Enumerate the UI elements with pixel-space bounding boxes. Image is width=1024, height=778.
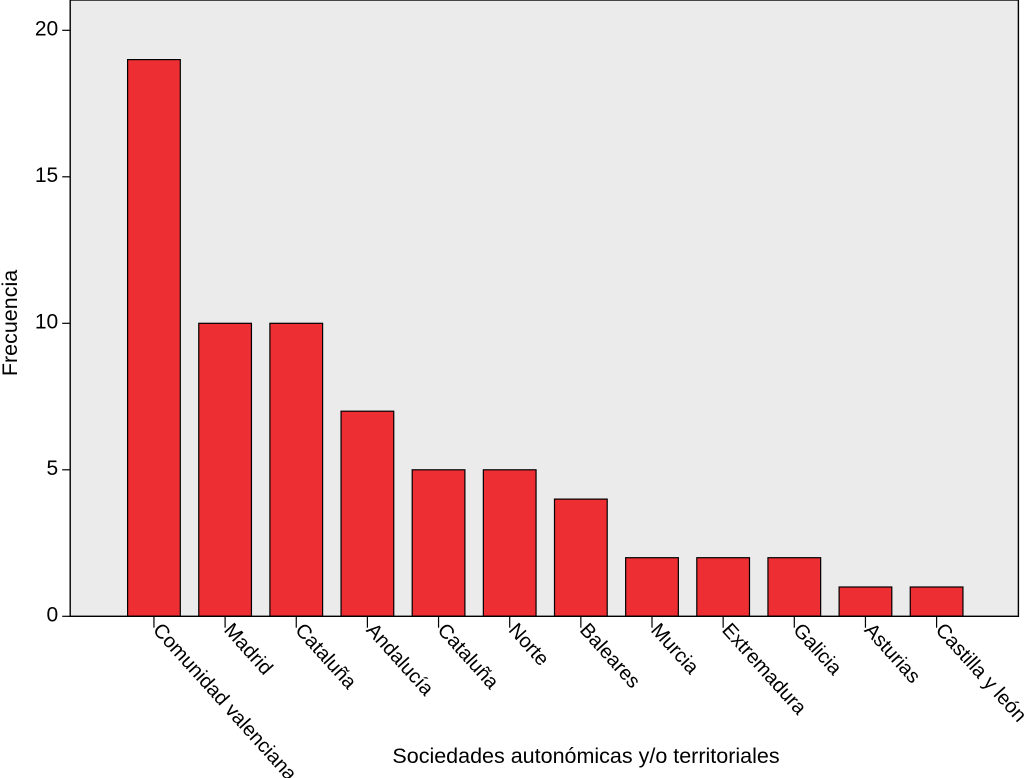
svg-text:10: 10 [35, 310, 58, 333]
svg-text:15: 15 [35, 164, 58, 187]
svg-text:Cataluña: Cataluña [291, 619, 362, 694]
svg-text:5: 5 [47, 457, 59, 480]
svg-text:Sociedades autonómicas y/o ter: Sociedades autonómicas y/o territoriales [392, 744, 779, 768]
svg-text:Murcia: Murcia [646, 619, 703, 679]
svg-text:20: 20 [35, 17, 58, 40]
svg-text:Galicia: Galicia [789, 619, 847, 680]
svg-text:Andalucía: Andalucía [362, 619, 438, 700]
svg-text:Castilla y león: Castilla y león [931, 619, 1024, 726]
svg-text:Cataluña: Cataluña [433, 619, 504, 694]
svg-text:Frecuencia: Frecuencia [0, 270, 22, 376]
svg-text:Comunidad valenciana: Comunidad valenciana [148, 619, 301, 778]
svg-text:Norte: Norte [504, 619, 553, 670]
svg-text:Asturias: Asturias [860, 619, 925, 687]
svg-text:0: 0 [47, 603, 59, 626]
svg-text:Madrid: Madrid [219, 619, 276, 679]
svg-text:Baleares: Baleares [575, 619, 644, 692]
